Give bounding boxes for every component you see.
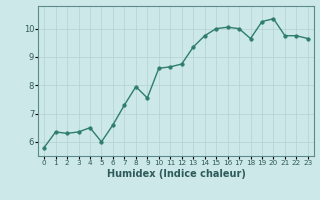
X-axis label: Humidex (Indice chaleur): Humidex (Indice chaleur) [107, 169, 245, 179]
